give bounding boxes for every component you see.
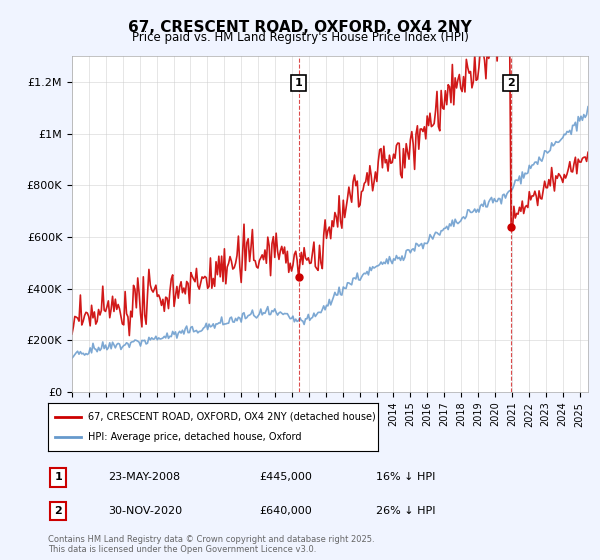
Text: HPI: Average price, detached house, Oxford: HPI: Average price, detached house, Oxfo… <box>88 432 301 442</box>
Text: 67, CRESCENT ROAD, OXFORD, OX4 2NY: 67, CRESCENT ROAD, OXFORD, OX4 2NY <box>128 20 472 35</box>
Text: £640,000: £640,000 <box>260 506 313 516</box>
Text: 67, CRESCENT ROAD, OXFORD, OX4 2NY (detached house): 67, CRESCENT ROAD, OXFORD, OX4 2NY (deta… <box>88 412 376 422</box>
Text: 2: 2 <box>506 78 514 88</box>
Text: 23-MAY-2008: 23-MAY-2008 <box>109 473 181 482</box>
Text: Contains HM Land Registry data © Crown copyright and database right 2025.
This d: Contains HM Land Registry data © Crown c… <box>48 535 374 554</box>
Text: £445,000: £445,000 <box>260 473 313 482</box>
Text: Price paid vs. HM Land Registry's House Price Index (HPI): Price paid vs. HM Land Registry's House … <box>131 31 469 44</box>
Text: 1: 1 <box>54 473 62 482</box>
Text: 2: 2 <box>54 506 62 516</box>
Text: 26% ↓ HPI: 26% ↓ HPI <box>376 506 435 516</box>
Text: 1: 1 <box>295 78 302 88</box>
Text: 16% ↓ HPI: 16% ↓ HPI <box>376 473 435 482</box>
Text: 30-NOV-2020: 30-NOV-2020 <box>109 506 182 516</box>
